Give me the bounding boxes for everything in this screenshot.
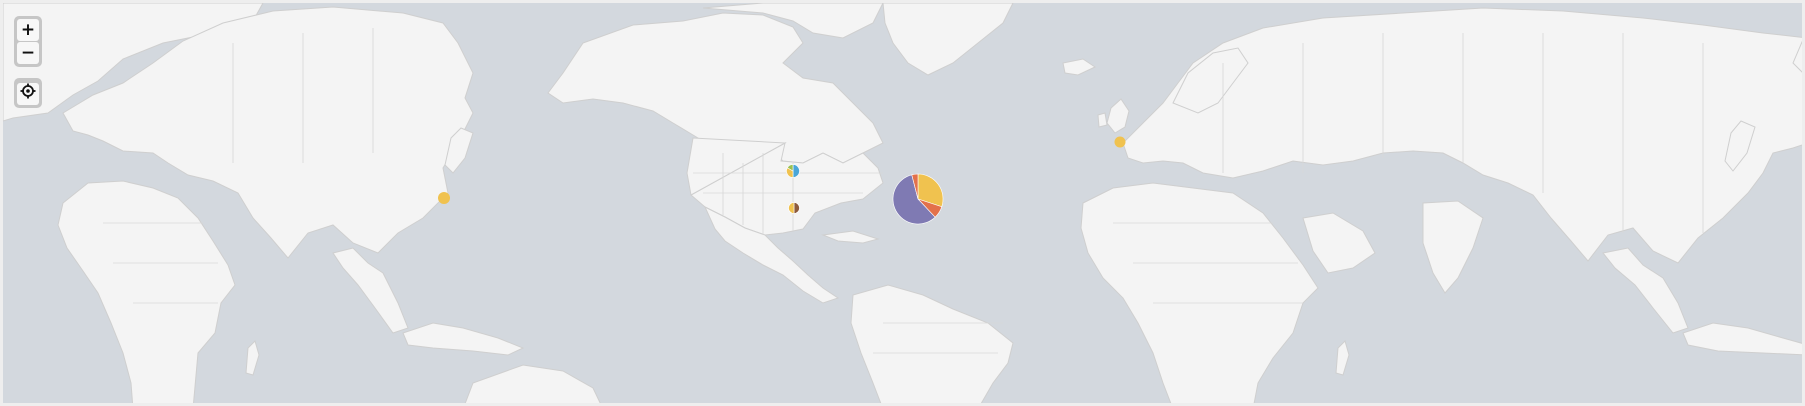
landmass-southeast-asia-right <box>1602 247 1689 334</box>
landmass-eurasia-left <box>62 6 474 259</box>
landmass-arabia <box>1302 212 1376 274</box>
zoom-in-button[interactable]: + <box>17 19 39 41</box>
marker-united-kingdom[interactable] <box>1114 136 1126 148</box>
landmass-africa-left <box>57 180 236 403</box>
zoom-out-button[interactable]: − <box>17 42 39 64</box>
landmass-africa-right <box>1080 182 1319 403</box>
landmass-uk <box>1106 98 1130 134</box>
landmass-scandinavia <box>1172 47 1249 114</box>
locate-button[interactable] <box>17 83 39 105</box>
landmass-mexico-central-america <box>703 205 840 304</box>
landmass-greenland <box>882 3 1014 76</box>
border-lines <box>103 28 1704 354</box>
landmass-australia-left <box>464 364 601 403</box>
pie-slice <box>1114 136 1126 148</box>
landmass-indonesia-right <box>1682 322 1802 356</box>
locate-control-group <box>14 78 42 108</box>
landmass-iceland <box>1062 58 1097 76</box>
pie-slice <box>438 192 450 204</box>
landmass-india <box>1422 200 1484 294</box>
landmass-us-west <box>686 137 787 196</box>
marker-pacific-northwest[interactable] <box>786 164 800 178</box>
marker-us-east[interactable] <box>892 173 944 225</box>
landmass-madagascar-right <box>1335 340 1350 376</box>
landmass-ireland <box>1097 112 1108 128</box>
pie-slice <box>892 174 936 225</box>
landmass-north-america-east-fragment <box>1792 40 1802 73</box>
landmass-arctic-islands <box>702 3 884 39</box>
crosshair-target-icon <box>20 83 36 99</box>
pie-slice <box>786 164 794 172</box>
landmass-indonesia-left <box>402 322 525 356</box>
pie-slice <box>793 202 800 214</box>
world-basemap[interactable] <box>3 3 1805 406</box>
landmass-southeast-asia-left <box>332 247 409 334</box>
landmass-japan-left <box>444 127 474 174</box>
landmass-japan-right <box>1724 120 1756 172</box>
pie-slice <box>792 164 800 178</box>
landmass-eurasia-right <box>1122 7 1802 264</box>
pie-slice <box>788 202 795 214</box>
pie-markers-layer <box>438 136 1126 225</box>
landmass-south-america <box>850 284 1014 403</box>
pie-slice <box>917 173 944 208</box>
landmass-cuba <box>821 230 880 244</box>
marker-east-china[interactable] <box>438 192 450 204</box>
landmass-madagascar-left <box>245 340 260 376</box>
pie-slice <box>911 173 919 200</box>
zoom-control-group: + − <box>14 16 42 67</box>
marker-california[interactable] <box>788 202 800 214</box>
